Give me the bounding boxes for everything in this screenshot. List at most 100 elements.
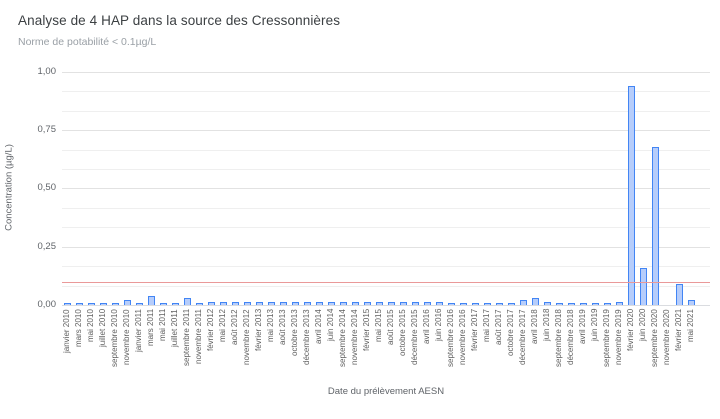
y-tick-label: 0,50: [37, 182, 57, 193]
bar-avril-2018[interactable]: [531, 298, 539, 305]
x-tick-label: avril 2014: [314, 309, 323, 344]
bar-avril-2019[interactable]: [579, 303, 587, 305]
bar-mai-2010[interactable]: [87, 303, 95, 305]
x-tick-label: septembre 2011: [182, 309, 191, 367]
bar-novembre-2016[interactable]: [459, 303, 467, 305]
gridline: [62, 111, 710, 112]
x-tick-label: février 2015: [362, 309, 371, 352]
bar-décembre-2017[interactable]: [519, 300, 527, 305]
gridline: [62, 266, 710, 267]
x-tick-label: septembre 2018: [554, 309, 563, 367]
bar-juin-2019[interactable]: [591, 303, 599, 305]
bar-mars-2010[interactable]: [75, 303, 83, 305]
x-tick-label: avril 2018: [530, 309, 539, 344]
bar-décembre-2015[interactable]: [411, 302, 419, 305]
bar-juillet-2011[interactable]: [171, 303, 179, 305]
x-tick-label: novembre 2014: [350, 309, 359, 365]
x-tick-label: février 2020: [626, 309, 635, 352]
x-tick-label: mai 2012: [218, 309, 227, 342]
x-tick-label: mai 2013: [266, 309, 275, 342]
bar-avril-2014[interactable]: [315, 302, 323, 305]
bar-novembre-2019[interactable]: [615, 302, 623, 305]
y-tick-label: 0,25: [37, 241, 57, 252]
bar-mai-2011[interactable]: [159, 303, 167, 305]
bar-juin-2016[interactable]: [435, 302, 443, 305]
bar-février-2013[interactable]: [255, 302, 263, 305]
bar-juin-2020[interactable]: [639, 268, 647, 305]
bar-juillet-2010[interactable]: [99, 303, 107, 305]
bar-février-2015[interactable]: [363, 302, 371, 305]
bar-décembre-2018[interactable]: [567, 303, 575, 305]
bar-janvier-2011[interactable]: [135, 303, 143, 305]
bar-septembre-2011[interactable]: [183, 298, 191, 305]
x-tick-label: décembre 2015: [410, 309, 419, 365]
bar-août-2013[interactable]: [279, 302, 287, 305]
x-tick-label: novembre 2012: [242, 309, 251, 365]
bar-juin-2014[interactable]: [327, 302, 335, 305]
x-tick-label: décembre 2013: [302, 309, 311, 365]
bar-décembre-2013[interactable]: [303, 302, 311, 305]
x-tick-label: novembre 2011: [194, 309, 203, 364]
y-tick-label: 0,00: [37, 299, 57, 310]
bar-juin-2018[interactable]: [543, 302, 551, 305]
bar-octobre-2015[interactable]: [399, 302, 407, 305]
bar-octobre-2017[interactable]: [507, 303, 515, 305]
bar-septembre-2018[interactable]: [555, 303, 563, 305]
x-tick-label: juillet 2011: [170, 309, 179, 347]
bar-septembre-2016[interactable]: [447, 303, 455, 305]
bar-avril-2016[interactable]: [423, 302, 431, 305]
bar-mai-2013[interactable]: [267, 302, 275, 305]
bar-octobre-2013[interactable]: [291, 302, 299, 305]
bar-mars-2011[interactable]: [147, 296, 155, 305]
bar-novembre-2012[interactable]: [243, 302, 251, 305]
plot-area: [62, 72, 710, 306]
x-tick-label: février 2012: [206, 309, 215, 352]
bar-août-2017[interactable]: [495, 303, 503, 305]
x-tick-label: novembre 2020: [662, 309, 671, 365]
bar-février-2020[interactable]: [627, 86, 635, 305]
x-tick-label: février 2013: [254, 309, 263, 352]
bar-août-2015[interactable]: [387, 302, 395, 305]
y-tick-label: 0,75: [37, 124, 57, 135]
gridline: [62, 150, 710, 151]
bar-mai-2012[interactable]: [219, 302, 227, 305]
bar-novembre-2010[interactable]: [123, 300, 131, 305]
gridline: [62, 169, 710, 170]
bar-septembre-2014[interactable]: [339, 302, 347, 305]
gridline: [62, 247, 710, 248]
bar-septembre-2010[interactable]: [111, 303, 119, 305]
norm-reference-line: [62, 282, 710, 283]
bar-mai-2021[interactable]: [687, 300, 695, 305]
y-tick-label: 1,00: [37, 66, 57, 77]
x-tick-label: mars 2010: [74, 309, 83, 347]
bar-mai-2015[interactable]: [375, 302, 383, 305]
bar-février-2012[interactable]: [207, 302, 215, 305]
x-tick-label: décembre 2018: [566, 309, 575, 365]
bar-janvier-2010[interactable]: [63, 303, 71, 305]
bar-septembre-2019[interactable]: [603, 303, 611, 305]
bar-septembre-2020[interactable]: [651, 147, 659, 305]
bar-novembre-2014[interactable]: [351, 302, 359, 305]
gridline: [62, 305, 710, 306]
bar-février-2021[interactable]: [675, 284, 683, 305]
gridline: [62, 286, 710, 287]
x-tick-label: mai 2015: [374, 309, 383, 342]
x-tick-label: mai 2011: [158, 309, 167, 342]
x-tick-label: mai 2017: [482, 309, 491, 342]
gridline: [62, 188, 710, 189]
bar-novembre-2011[interactable]: [195, 303, 203, 305]
x-tick-label: août 2012: [230, 309, 239, 345]
gridline: [62, 130, 710, 131]
bar-février-2017[interactable]: [471, 303, 479, 305]
bar-mai-2017[interactable]: [483, 303, 491, 305]
x-tick-label: avril 2016: [422, 309, 431, 344]
x-tick-label: juin 2018: [542, 309, 551, 342]
x-tick-label: mai 2010: [86, 309, 95, 342]
x-tick-label: janvier 2011: [134, 309, 143, 352]
bar-août-2012[interactable]: [231, 302, 239, 305]
x-tick-label: octobre 2017: [506, 309, 515, 356]
chart-subtitle: Norme de potabilité < 0.1µg/L: [18, 36, 157, 48]
x-tick-label: juillet 2010: [98, 309, 107, 348]
x-tick-label: octobre 2013: [290, 309, 299, 356]
